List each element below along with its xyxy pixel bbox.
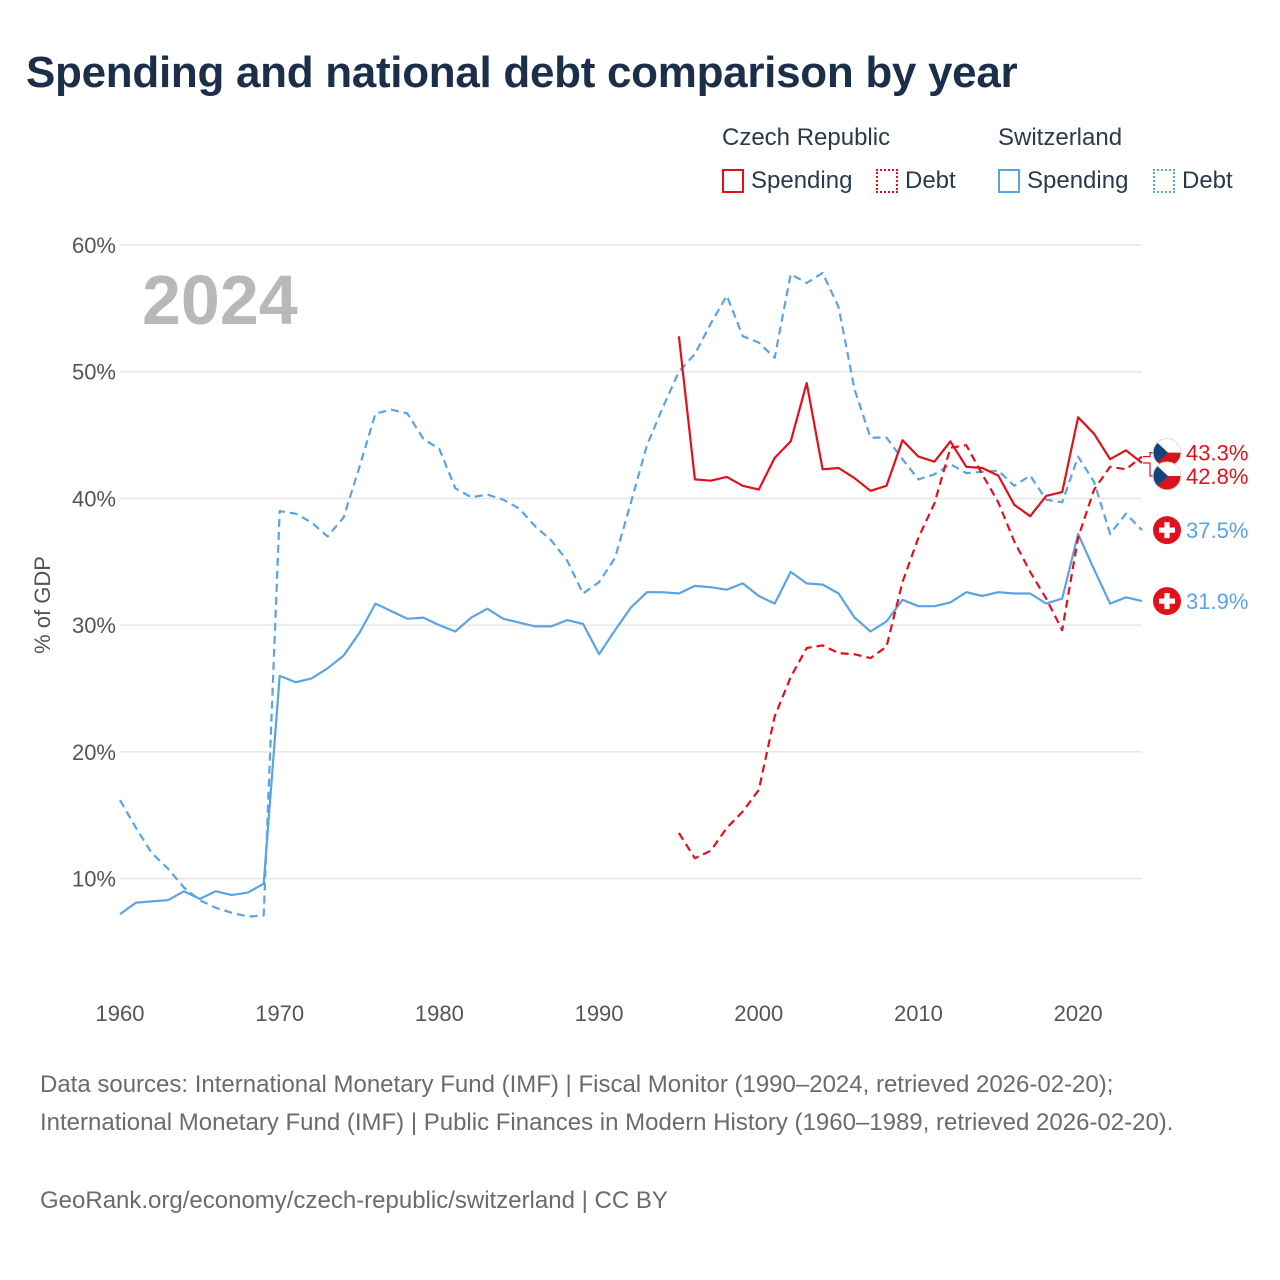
- legend-czech-debt[interactable]: Debt: [876, 166, 956, 196]
- legend-label-czech-debt: Debt: [905, 167, 956, 194]
- legend-swatch-switzerland-spending: [998, 169, 1020, 193]
- end-label-czech-spending: 42.8%: [1186, 464, 1248, 489]
- x-tick-label: 1990: [575, 1001, 624, 1026]
- legend-czech-spending[interactable]: Spending: [722, 166, 852, 196]
- switzerland-spending-line: [119, 532, 1143, 915]
- legend-switzerland-debt[interactable]: Debt: [1153, 166, 1233, 196]
- legend-title-switzerland: Switzerland: [998, 124, 1123, 151]
- x-tick-label: 1980: [415, 1001, 464, 1026]
- czech-republic-debt-line: [677, 444, 1143, 860]
- chart-plot: 2024 % of GDP 10% 20% 30% 40% 50% 60% 1960 197…: [30, 233, 1248, 1026]
- legend-swatch-czech-debt: [876, 169, 898, 193]
- footer-attribution: GeoRank.org/economy/czech-republic/switz…: [40, 1187, 668, 1214]
- y-tick-label: 40%: [72, 486, 116, 511]
- legend-switzerland-spending[interactable]: Spending: [998, 166, 1128, 196]
- grid-lines: [120, 244, 1142, 880]
- year-label: 2024: [142, 261, 298, 339]
- legend-title-czech: Czech Republic: [722, 124, 891, 151]
- legend-label-switzerland-debt: Debt: [1182, 167, 1233, 194]
- end-label-switzerland-debt: 37.5%: [1186, 518, 1248, 543]
- x-tick-label: 1960: [96, 1001, 145, 1026]
- y-tick-label: 50%: [72, 360, 116, 385]
- x-tick-labels: 1960 1970 1980 1990 2000 2010 2020: [96, 1001, 1103, 1026]
- x-tick-label: 2010: [894, 1001, 943, 1026]
- x-tick-label: 2020: [1054, 1001, 1103, 1026]
- chart-title: Spending and national debt comparison by…: [26, 48, 1018, 97]
- y-axis-label: % of GDP: [30, 556, 55, 654]
- end-label-czech-debt: 43.3%: [1186, 441, 1248, 466]
- switzerland-debt-line: [119, 271, 1143, 918]
- y-tick-label: 30%: [72, 613, 116, 638]
- y-tick-label: 60%: [72, 233, 116, 258]
- end-label-switzerland-spending: 31.9%: [1186, 589, 1248, 614]
- legend-label-czech-spending: Spending: [751, 167, 853, 194]
- y-tick-label: 10%: [72, 867, 116, 892]
- swiss-flag-icon: [1153, 587, 1181, 616]
- y-tick-labels: 10% 20% 30% 40% 50% 60%: [72, 233, 116, 892]
- y-tick-label: 20%: [72, 740, 116, 765]
- czech-flag-icon: [1152, 461, 1182, 491]
- swiss-flag-icon: [1153, 516, 1181, 545]
- footer-sources: Data sources: International Monetary Fun…: [40, 1071, 1174, 1136]
- x-tick-label: 2000: [734, 1001, 783, 1026]
- x-tick-label: 1970: [255, 1001, 304, 1026]
- end-markers: 43.3%42.8% 37.5% 31.9%: [1143, 438, 1248, 616]
- legend-label-switzerland-spending: Spending: [1027, 167, 1129, 194]
- legend-swatch-switzerland-debt: [1153, 169, 1175, 193]
- czech-republic-spending-line: [677, 336, 1143, 518]
- czech-flag-icon: [1152, 438, 1182, 468]
- series-lines: [119, 271, 1143, 918]
- legend-swatch-czech-spending: [722, 169, 744, 193]
